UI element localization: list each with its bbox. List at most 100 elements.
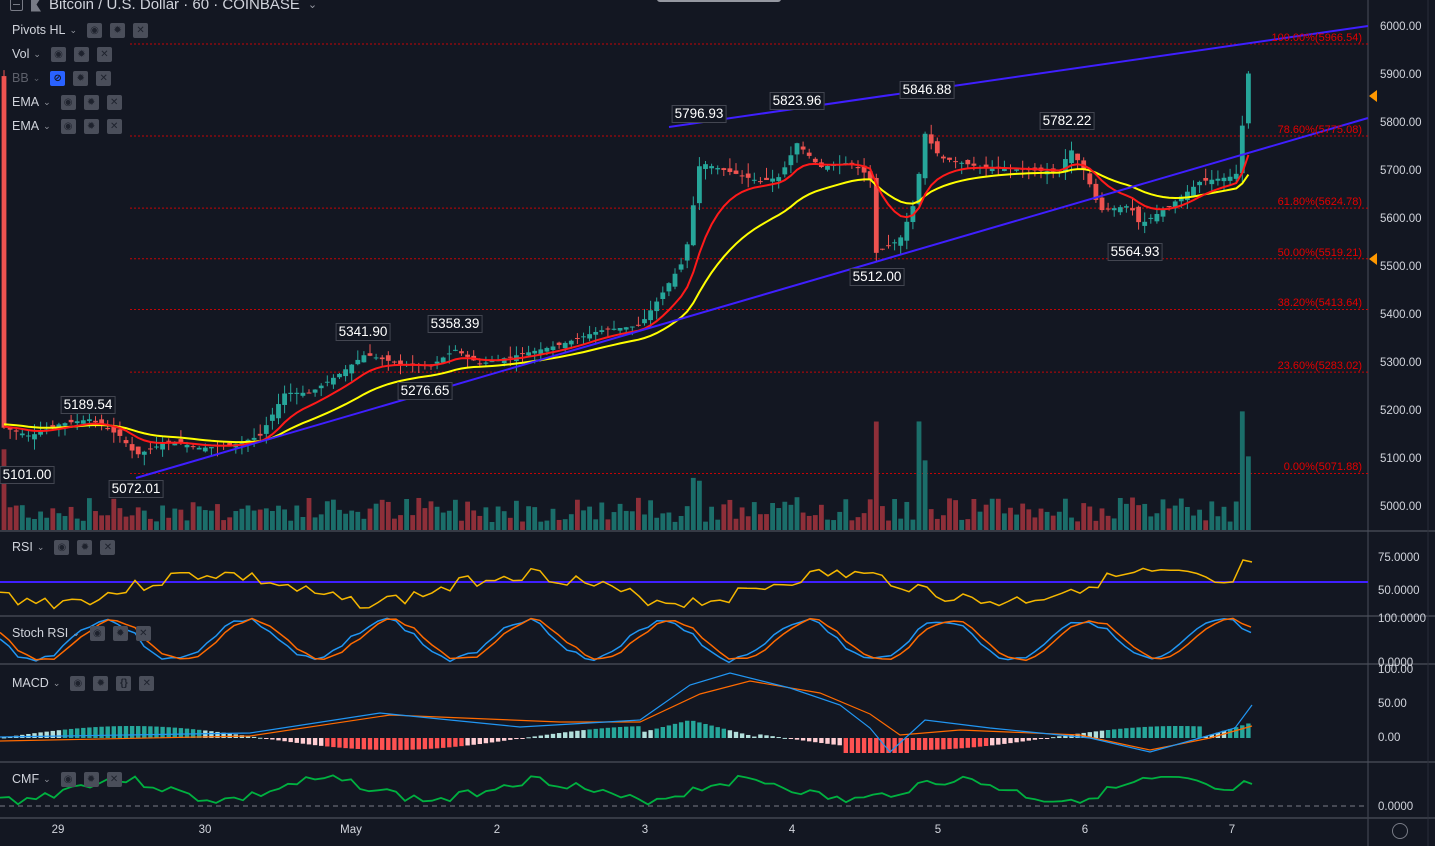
close-icon[interactable]: ✕: [100, 539, 116, 555]
eye-icon[interactable]: ◉: [60, 771, 76, 787]
close-icon[interactable]: ✕: [96, 46, 112, 62]
volume-bar: [1215, 516, 1221, 530]
volume-bar: [916, 421, 922, 530]
candle-body: [941, 156, 946, 159]
close-icon[interactable]: ✕: [106, 118, 122, 134]
candle-body: [312, 389, 318, 393]
macd-histogram-bar: [502, 738, 507, 741]
legend-name[interactable]: Pivots HL: [12, 23, 66, 37]
eye-icon[interactable]: ◉: [60, 118, 76, 134]
chevron-down-icon[interactable]: ⌄: [43, 120, 51, 131]
symbol-title[interactable]: Bitcoin / U.S. Dollar · 60 · COINBASE: [49, 0, 300, 13]
macd-histogram-bar: [129, 726, 135, 738]
macd-histogram-bar: [483, 738, 489, 744]
gear-icon[interactable]: ✹: [83, 771, 99, 787]
legend-name[interactable]: EMA: [12, 95, 40, 109]
candle-body: [1136, 206, 1141, 223]
candle-body: [825, 166, 830, 170]
eye-hidden-icon[interactable]: ⊘: [50, 70, 66, 86]
chevron-down-icon[interactable]: ⌄: [43, 96, 51, 107]
candle-body: [141, 451, 147, 455]
candle-body: [13, 430, 19, 432]
legend-name[interactable]: MACD: [12, 676, 49, 690]
legend-bb[interactable]: BB ⌄ ⊘ ✹ ✕: [12, 69, 113, 87]
chart-settings-gear-icon[interactable]: [1392, 823, 1408, 839]
chevron-down-icon[interactable]: ⌄: [69, 24, 78, 35]
eye-icon[interactable]: ◉: [87, 22, 103, 38]
candle-body: [697, 166, 702, 204]
macd-histogram-bar: [813, 738, 818, 743]
macd-histogram-bar: [343, 738, 348, 749]
chevron-down-icon[interactable]: ⌄: [32, 72, 41, 83]
close-icon[interactable]: ✕: [96, 70, 112, 86]
legend-name[interactable]: CMF: [12, 772, 40, 786]
chevron-down-icon[interactable]: ⌄: [36, 541, 45, 552]
candle-body: [117, 429, 123, 436]
volume-bar: [349, 510, 355, 530]
candle-body: [568, 340, 574, 345]
legend-name[interactable]: Vol: [12, 47, 30, 61]
braces-icon[interactable]: {}: [116, 675, 132, 691]
legend-name[interactable]: BB: [12, 71, 29, 85]
eye-icon[interactable]: ◉: [60, 94, 76, 110]
eye-icon[interactable]: ◉: [50, 46, 66, 62]
legend-ema[interactable]: EMA ⌄ ◉ ✹ ✕: [12, 93, 124, 111]
legend-macd[interactable]: MACD ⌄ ◉ ✹ {} ✕: [12, 674, 156, 692]
macd-histogram-bar: [75, 728, 80, 738]
rsi-axis-label: 50.0000: [1378, 585, 1420, 597]
volume-bar: [398, 515, 403, 530]
legend-cmf[interactable]: CMF ⌄ ◉ ✹ ✕: [12, 770, 124, 788]
volume-bar: [666, 512, 672, 530]
gear-icon[interactable]: ✹: [112, 625, 128, 641]
legend-vol[interactable]: Vol ⌄ ◉ ✹ ✕: [12, 45, 114, 63]
legend-name[interactable]: EMA: [12, 119, 40, 133]
candle-body: [776, 177, 782, 182]
chevron-down-icon[interactable]: ⌄: [307, 0, 318, 11]
legend-ema[interactable]: EMA ⌄ ◉ ✹ ✕: [12, 117, 124, 135]
macd-histogram-bar: [136, 726, 141, 738]
chevron-down-icon[interactable]: ⌄: [43, 773, 51, 784]
volume-bar: [178, 509, 184, 530]
close-icon[interactable]: ✕: [133, 22, 149, 38]
candle-body: [270, 414, 275, 421]
close-icon[interactable]: ✕: [106, 94, 122, 110]
gear-icon[interactable]: ✹: [73, 70, 89, 86]
fib-level-label: 50.00%(5519.21): [1277, 246, 1362, 259]
gear-icon[interactable]: ✹: [73, 46, 89, 62]
gear-icon[interactable]: ✹: [83, 94, 99, 110]
stoch-axis-label: 0.0000: [1378, 657, 1414, 669]
collapse-legend-icon[interactable]: [10, 0, 23, 11]
gear-icon[interactable]: ✹: [110, 22, 126, 38]
legend-name[interactable]: RSI: [12, 540, 33, 554]
macd-histogram-bar: [355, 738, 360, 749]
legend-stoch-rsi[interactable]: Stoch RSI ⌄ ◉ ✹ ✕: [12, 624, 153, 642]
close-icon[interactable]: ✕: [139, 675, 155, 691]
price-axis-label: 5500.00: [1380, 261, 1422, 273]
legend-rsi[interactable]: RSI ⌄ ◉ ✹ ✕: [12, 538, 117, 556]
macd-histogram-bar: [697, 722, 702, 738]
chevron-down-icon[interactable]: ⌄: [33, 48, 41, 59]
eye-icon[interactable]: ◉: [89, 625, 105, 641]
close-icon[interactable]: ✕: [135, 625, 151, 641]
chevron-down-icon[interactable]: ⌄: [52, 677, 61, 688]
volume-bar: [800, 512, 806, 530]
legend-pivots-hl[interactable]: Pivots HL ⌄ ◉ ✹ ✕: [12, 21, 150, 39]
macd-histogram-bar: [849, 738, 855, 753]
eye-icon[interactable]: ◉: [54, 539, 70, 555]
gear-icon[interactable]: ✹: [83, 118, 99, 134]
volume-bar: [733, 518, 739, 530]
gear-icon[interactable]: ✹: [93, 675, 109, 691]
close-icon[interactable]: ✕: [106, 771, 122, 787]
macd-histogram-bar: [874, 738, 879, 753]
macd-histogram-bar: [904, 738, 909, 753]
macd-histogram-bar: [672, 723, 678, 738]
candle-body: [392, 361, 397, 363]
eye-icon[interactable]: ◉: [70, 675, 86, 691]
candle-body: [855, 167, 861, 169]
chevron-down-icon[interactable]: ⌄: [72, 627, 80, 638]
top-toolbar-handle[interactable]: [657, 0, 781, 2]
gear-icon[interactable]: ✹: [77, 539, 93, 555]
volume-bar: [379, 499, 385, 530]
legend-name[interactable]: Stoch RSI: [12, 626, 69, 640]
